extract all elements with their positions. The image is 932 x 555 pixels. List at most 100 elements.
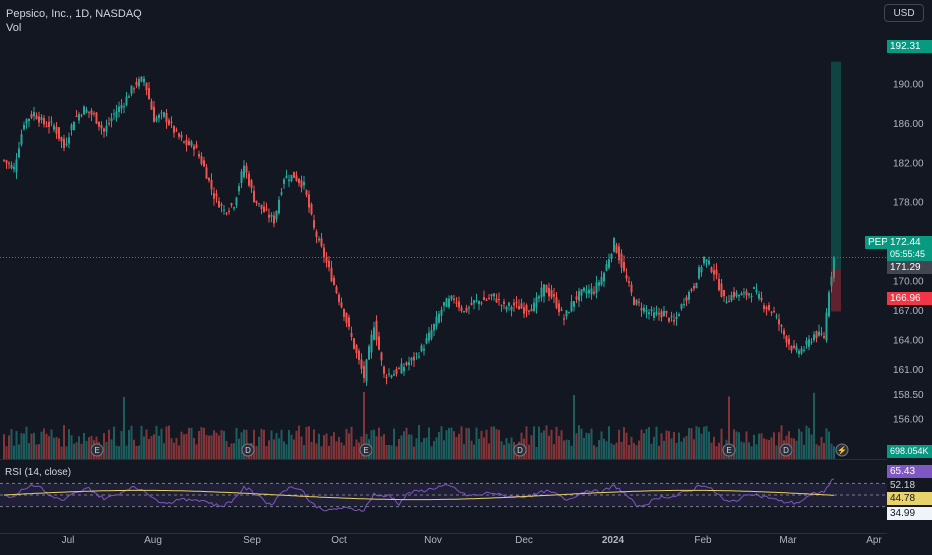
candle-body <box>473 300 475 304</box>
volume-bar <box>73 443 75 459</box>
volume-bar <box>498 429 500 459</box>
volume-bar <box>263 429 265 459</box>
volume-bar <box>25 426 28 459</box>
candle-body <box>683 304 685 306</box>
candle-body <box>695 282 698 289</box>
candle-body <box>488 297 490 299</box>
rsi-legend[interactable]: RSI (14, close) <box>5 467 72 478</box>
volume-bar <box>85 440 88 459</box>
candle-body <box>690 289 693 291</box>
volume-bar <box>753 434 755 459</box>
volume-bar <box>113 426 115 459</box>
volume-bar <box>60 446 63 459</box>
volume-legend[interactable]: Vol <box>6 22 22 34</box>
candle-body <box>410 357 413 361</box>
volume-bar <box>185 433 188 459</box>
volume-bar <box>450 427 453 459</box>
candle-body <box>20 134 23 145</box>
volume-bar <box>650 443 653 459</box>
volume-bar <box>608 426 610 459</box>
candle-body <box>225 212 228 214</box>
candle-body <box>810 341 813 343</box>
candle-body <box>640 307 643 311</box>
volume-bar <box>440 426 443 459</box>
rsi-ma-line <box>3 489 835 501</box>
symbol-legend[interactable]: Pepsico, Inc., 1D, NASDAQ <box>6 8 142 20</box>
candle-body <box>308 194 310 208</box>
countdown-tag: 05:55:45 <box>887 248 932 261</box>
volume-bar <box>143 436 145 459</box>
candle-body <box>445 298 448 308</box>
volume-bar <box>65 446 68 459</box>
candle-body <box>298 178 300 184</box>
candle-body <box>173 126 175 133</box>
volume-bar <box>153 434 155 459</box>
candle-body <box>80 115 83 117</box>
candle-body <box>185 139 188 146</box>
volume-bar <box>265 446 268 459</box>
candle-body <box>228 211 230 213</box>
volume-bar <box>315 443 318 459</box>
candle-body <box>90 110 93 115</box>
candle-body <box>355 345 358 353</box>
candle-body <box>518 306 520 310</box>
candle-body <box>118 106 120 113</box>
candle-body <box>458 301 460 308</box>
volume-bar <box>428 427 430 459</box>
volume-bar <box>260 428 263 459</box>
candle-body <box>30 114 33 118</box>
candle-body <box>568 312 570 314</box>
candle-body <box>795 346 798 351</box>
volume-bar <box>205 434 208 459</box>
candle-body <box>623 262 625 271</box>
volume-bar <box>703 426 705 459</box>
volume-bar <box>545 425 548 459</box>
volume-bar <box>680 441 683 459</box>
candle-body <box>735 292 738 297</box>
volume-bar <box>563 440 565 459</box>
price-tick-label: 178.00 <box>893 198 924 209</box>
candle-body <box>713 270 715 275</box>
volume-bar <box>435 437 438 459</box>
candle-body <box>268 214 270 218</box>
candle-body <box>23 124 25 130</box>
candle-body <box>175 129 178 131</box>
candle-body <box>675 316 678 320</box>
volume-bar <box>193 437 195 459</box>
candle-body <box>338 294 340 302</box>
volume-bar <box>595 446 598 459</box>
volume-bar <box>698 427 700 459</box>
volume-bar <box>33 432 35 459</box>
candle-body <box>563 318 565 320</box>
volume-bar <box>613 444 615 459</box>
candle-body <box>633 297 635 305</box>
currency-button[interactable]: USD <box>884 4 924 22</box>
volume-bar <box>223 430 225 459</box>
target-price-tag: 192.31 <box>887 40 932 53</box>
candle-body <box>380 352 383 361</box>
volume-bar <box>18 444 20 459</box>
candle-body <box>105 125 108 132</box>
candle-body <box>313 220 315 228</box>
volume-bar <box>425 437 428 459</box>
candle-body <box>255 200 258 203</box>
candle-body <box>653 312 655 318</box>
candle-body <box>510 307 513 311</box>
volume-bar <box>293 439 295 459</box>
candle-body <box>600 277 603 285</box>
candle-body <box>98 121 100 127</box>
volume-bar <box>568 440 570 459</box>
target-zone <box>831 61 841 269</box>
candle-body <box>725 301 728 304</box>
rsi-tag-3: 44.78 <box>887 492 932 505</box>
candle-body <box>315 231 318 237</box>
volume-bar <box>310 441 313 459</box>
volume-bar <box>330 436 333 459</box>
volume-bar <box>235 427 238 459</box>
candle-body <box>523 307 525 314</box>
volume-bar <box>403 431 405 459</box>
candle-body <box>345 312 348 323</box>
volume-bar <box>578 425 580 459</box>
